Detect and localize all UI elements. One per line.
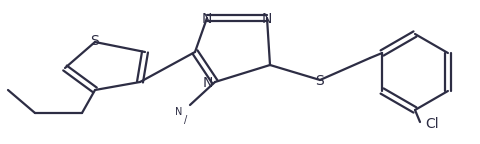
Text: S: S — [315, 74, 324, 88]
Text: /: / — [184, 115, 187, 125]
Text: N: N — [202, 12, 212, 26]
Text: S: S — [90, 34, 99, 48]
Text: N: N — [261, 12, 272, 26]
Text: Cl: Cl — [424, 117, 438, 131]
Text: N: N — [202, 76, 213, 90]
Text: N: N — [174, 107, 181, 117]
